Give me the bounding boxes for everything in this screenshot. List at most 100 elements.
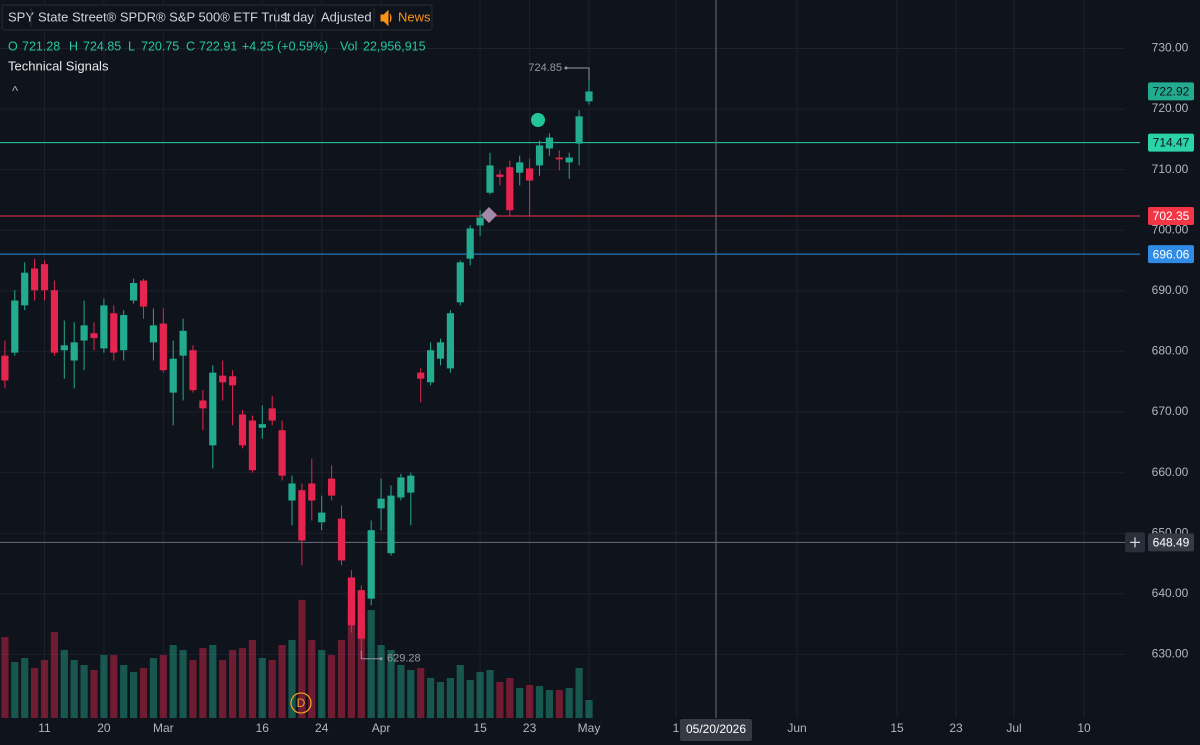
collapse-toggle[interactable]: ^ bbox=[12, 83, 19, 98]
volume-bar bbox=[179, 650, 187, 718]
candle-body bbox=[219, 375, 227, 383]
volume-bar bbox=[565, 687, 573, 718]
volume-bar bbox=[11, 662, 19, 718]
candle-body bbox=[496, 174, 504, 177]
volume-bar bbox=[446, 678, 454, 718]
indicator-title[interactable]: Technical Signals bbox=[8, 58, 109, 73]
candle-body bbox=[199, 400, 207, 409]
candles: 724.85 629.28 bbox=[1, 62, 593, 665]
news-icon[interactable] bbox=[380, 9, 392, 27]
volume-bar bbox=[476, 671, 484, 718]
candle-body bbox=[456, 262, 464, 303]
high-dot bbox=[564, 66, 568, 70]
news[interactable]: News bbox=[398, 9, 431, 24]
volume-bar bbox=[535, 686, 544, 718]
volume-bar bbox=[288, 639, 296, 718]
y-tick-label: 630.00 bbox=[1152, 647, 1189, 661]
volume-bar bbox=[219, 659, 227, 718]
candle-body bbox=[130, 282, 138, 301]
candle-body bbox=[506, 167, 514, 211]
x-tick-label: 23 bbox=[523, 721, 537, 735]
adjustment[interactable]: Adjusted bbox=[321, 9, 372, 24]
legend-close: 722.91 bbox=[199, 39, 237, 53]
candle-body bbox=[159, 323, 167, 371]
price-line-label: 702.35 bbox=[1153, 209, 1190, 223]
price-line-label: 714.47 bbox=[1153, 136, 1190, 150]
x-tick-label: 10 bbox=[1077, 721, 1091, 735]
x-tick-label: 1 bbox=[673, 721, 680, 735]
candle-body bbox=[80, 325, 88, 341]
legend-volume: 22,956,915 bbox=[363, 39, 426, 53]
add-icon[interactable] bbox=[1130, 537, 1140, 548]
candle-body bbox=[149, 325, 157, 343]
legend-high: 724.85 bbox=[83, 39, 121, 53]
x-tick-label: Mar bbox=[153, 721, 174, 735]
volume-bar bbox=[60, 650, 68, 718]
signal-diamond bbox=[481, 207, 497, 223]
candle-body bbox=[11, 300, 19, 353]
y-tick-label: 660.00 bbox=[1152, 465, 1189, 479]
candle-body bbox=[179, 330, 187, 356]
volume-bar bbox=[456, 664, 464, 718]
volume-bar bbox=[229, 650, 237, 718]
legend-h: H bbox=[69, 39, 78, 53]
candle-body bbox=[100, 305, 108, 349]
interval[interactable]: 1 day bbox=[282, 9, 314, 24]
candle-body bbox=[169, 358, 177, 393]
instrument-name[interactable]: State Street® SPDR® S&P 500® ETF Trust bbox=[38, 9, 291, 24]
signal-dot bbox=[531, 113, 545, 127]
volume-bar bbox=[585, 699, 593, 718]
volume-bar bbox=[268, 659, 276, 718]
volume-bar bbox=[189, 659, 197, 718]
price-line-box bbox=[1148, 207, 1194, 226]
volume-bar bbox=[407, 670, 415, 718]
x-tick-label: 24 bbox=[315, 721, 329, 735]
price-lines bbox=[0, 0, 1140, 718]
volume-bar bbox=[555, 690, 563, 718]
candle-body bbox=[90, 333, 98, 339]
candle-body bbox=[526, 168, 534, 181]
volume-pane bbox=[1, 599, 593, 718]
low-label: 629.28 bbox=[387, 653, 421, 665]
candle-body bbox=[21, 272, 29, 306]
volume-bar bbox=[298, 599, 306, 718]
candle-body bbox=[555, 157, 563, 160]
volume-bar bbox=[357, 624, 365, 718]
header-box bbox=[1, 4, 433, 31]
dividend-marker[interactable] bbox=[290, 692, 312, 714]
volume-bar bbox=[100, 655, 108, 718]
x-tick-label: 16 bbox=[256, 721, 270, 735]
y-tick-label: 640.00 bbox=[1152, 586, 1189, 600]
candle-body bbox=[337, 518, 346, 561]
volume-bar bbox=[367, 610, 375, 718]
candle-body bbox=[278, 430, 286, 476]
legend-c: C bbox=[186, 39, 195, 53]
volume-bar bbox=[496, 682, 504, 718]
candle-body bbox=[535, 145, 544, 166]
symbol[interactable]: SPY bbox=[8, 9, 34, 24]
candle-body bbox=[407, 475, 415, 493]
candle-body bbox=[476, 217, 484, 226]
candle-body bbox=[545, 137, 553, 149]
high-leader bbox=[566, 67, 590, 80]
volume-bar bbox=[139, 667, 148, 718]
candle-body bbox=[229, 376, 237, 386]
volume-bar bbox=[31, 667, 39, 718]
candle-body bbox=[328, 478, 336, 496]
x-tick-label: Jul bbox=[1006, 721, 1021, 735]
volume-bar bbox=[40, 659, 49, 718]
volume-bar bbox=[130, 671, 138, 718]
x-tick-label: 15 bbox=[890, 721, 904, 735]
candle-body bbox=[427, 350, 435, 383]
dividend-label[interactable]: D bbox=[297, 696, 306, 710]
volume-bar bbox=[506, 678, 514, 718]
volume-bar bbox=[526, 684, 534, 718]
volume-bar bbox=[199, 647, 207, 718]
volume-bar bbox=[50, 631, 58, 718]
crosshair-price-label: 648.49 bbox=[1153, 536, 1190, 550]
candle-body bbox=[516, 162, 524, 173]
candle-body bbox=[50, 290, 58, 353]
volume-bar bbox=[486, 670, 494, 718]
candle-body bbox=[466, 228, 474, 259]
